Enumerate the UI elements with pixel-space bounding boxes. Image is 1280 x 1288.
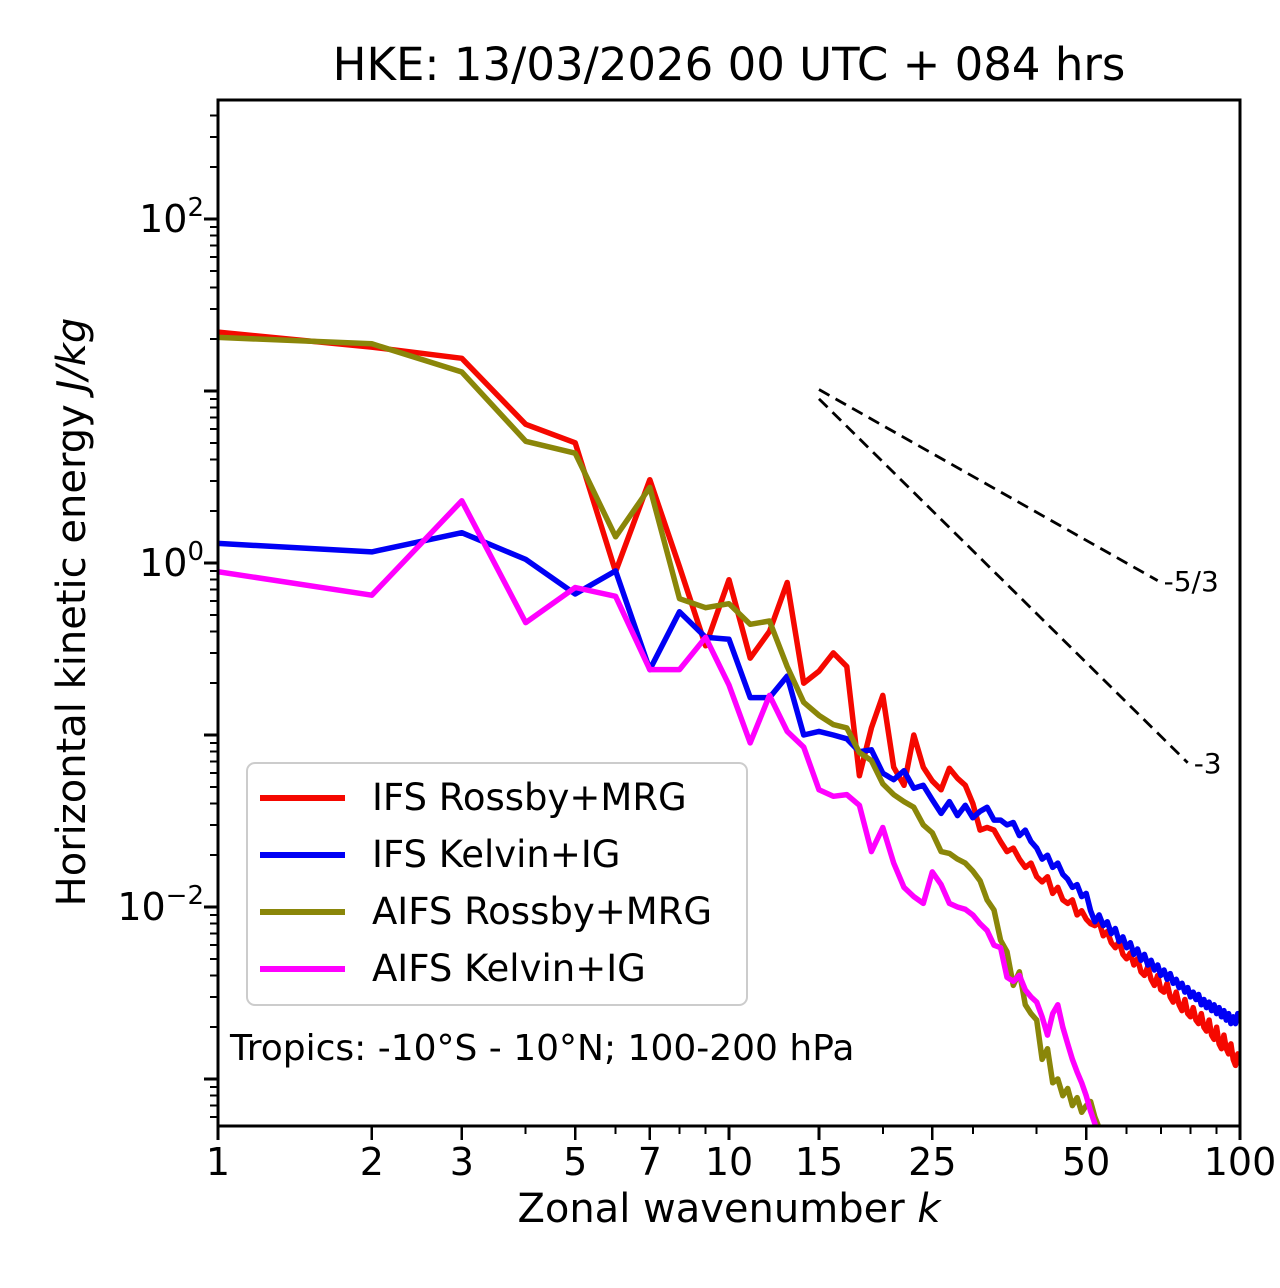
x-tick-label: 1 [206,1140,230,1184]
x-tick-label: 7 [638,1140,662,1184]
y-tick-label: 10−2 [117,881,204,929]
x-tick-label: 2 [360,1140,384,1184]
legend-label: AIFS Kelvin+IG [372,947,646,990]
legend-swatch-ifs-rossby [260,794,345,801]
legend: IFS Rossby+MRG IFS Kelvin+IG AIFS Rossby… [246,762,748,1006]
legend-label: AIFS Rossby+MRG [372,890,713,933]
x-tick-label: 3 [450,1140,474,1184]
series-line-3 [218,498,1099,1126]
ref-line-0 [818,388,1159,582]
legend-label: IFS Rossby+MRG [372,776,687,819]
slope-label-3: -3 [1193,746,1222,780]
legend-label: IFS Kelvin+IG [372,833,621,876]
series-line-0 [218,329,1240,1069]
y-tick-labels: 102 100 10−2 [117,193,204,929]
x-tick-label: 10 [705,1140,753,1184]
x-axis-label-text: Zonal wavenumber [517,1186,905,1232]
series-line-2 [218,334,1102,1126]
legend-swatch-aifs-rossby [260,908,345,915]
x-tick-label: 5 [563,1140,587,1184]
x-tick-label: 15 [795,1140,843,1184]
x-tick-label: 25 [908,1140,956,1184]
chart-title: HKE: 13/03/2026 00 UTC + 084 hrs [332,38,1126,91]
legend-swatch-aifs-kelvin [260,965,345,972]
x-tick-labels: 1 2 3 5 7 10 15 25 50 100 [206,1140,1276,1184]
ref-line-1 [817,397,1189,764]
legend-swatch-ifs-kelvin [260,851,345,858]
series-group [218,329,1240,1126]
y-tick-label: 102 [139,193,204,241]
legend-item: AIFS Kelvin+IG [248,940,746,997]
slope-label-53: -5/3 [1163,564,1219,598]
legend-item: AIFS Rossby+MRG [248,883,746,940]
legend-item: IFS Kelvin+IG [248,826,746,883]
x-axis-label: Zonal wavenumber k [218,1186,1240,1232]
x-axis-symbol: k [917,1186,941,1232]
region-annotation: Tropics: -10°S - 10°N; 100-200 hPa [230,1028,855,1069]
x-tick-label: 100 [1204,1140,1277,1184]
legend-item: IFS Rossby+MRG [248,769,746,826]
y-tick-label: 100 [139,537,204,585]
plot-border [216,98,1242,1128]
x-tick-label: 50 [1062,1140,1110,1184]
